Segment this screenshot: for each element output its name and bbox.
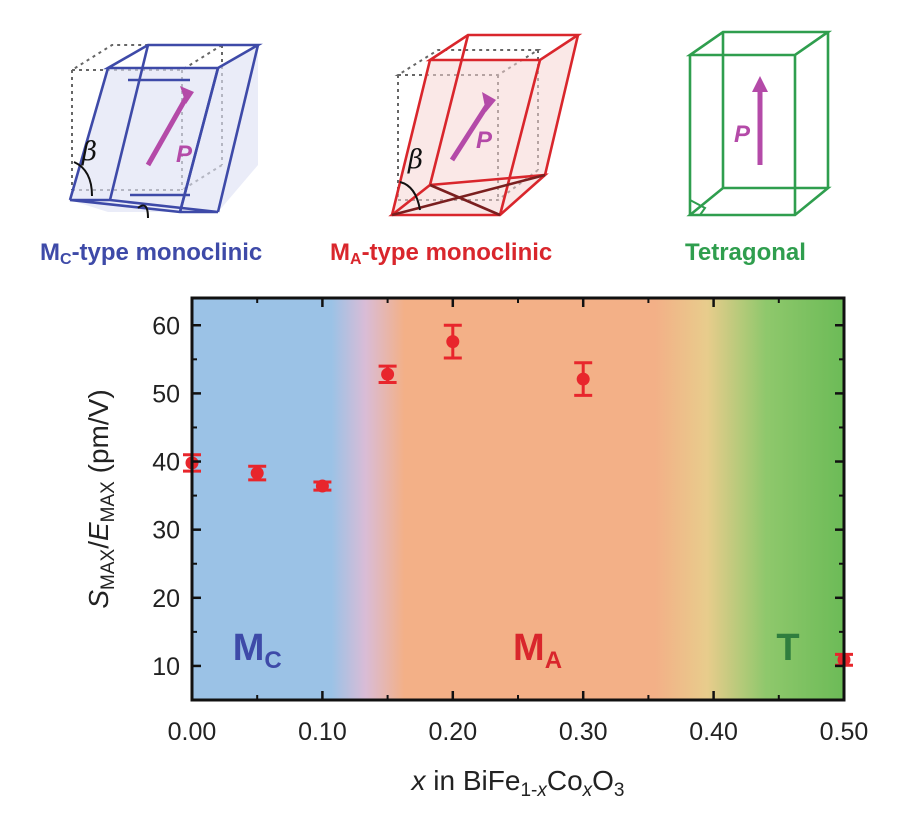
ma-polarization-arrow [449, 102, 491, 162]
x-tick-label: 0.00 [168, 718, 217, 746]
data-point [381, 367, 395, 381]
ma-unit-cell: P β MA-type monoclinic [330, 33, 583, 268]
t-cell-edges [685, 30, 833, 217]
ma-diagonal-2 [429, 183, 501, 217]
mc-face-fill [70, 45, 258, 212]
region-label-mc: MC [233, 627, 282, 674]
y-tick-label: 20 [152, 585, 180, 613]
region-label-main: M [233, 627, 265, 669]
x-tick-label: 0.50 [820, 718, 869, 746]
x-tick-label: 0.40 [689, 718, 738, 746]
mc-beta-arc-2 [137, 204, 149, 219]
ma-cell-label: MA-type monoclinic [330, 239, 552, 268]
t-unit-cell: P Tetragonal [685, 30, 833, 266]
mc-beta-label: β [81, 137, 97, 167]
mc-arrow-head [180, 86, 194, 104]
plot-background [192, 298, 844, 700]
t-arrow-head [752, 76, 768, 92]
region-label-sub: A [545, 647, 562, 674]
mc-cell-edges [68, 43, 263, 214]
ma-diagonal [391, 173, 546, 217]
t-cell-label: Tetragonal [685, 239, 806, 266]
t-polarization-label: P [734, 121, 751, 148]
ma-polarization-label: P [476, 127, 493, 154]
data-point [576, 372, 590, 386]
mc-beta-arc [73, 161, 93, 197]
t-corner-mark [689, 199, 707, 216]
mc-unit-cell: P β MC-type monoclinic [40, 43, 263, 268]
region-label-sub: C [264, 647, 281, 674]
mc-polarization-label: P [176, 141, 193, 168]
mc-cell-label: MC-type monoclinic [40, 239, 262, 268]
x-tick-label: 0.20 [428, 718, 477, 746]
ma-beta-label: β [407, 145, 423, 175]
x-tick-label: 0.30 [559, 718, 608, 746]
data-point [446, 335, 460, 349]
x-axis-title: x in BiFe1-xCoxO3 [410, 765, 625, 801]
x-axis: 0.00 0.10 0.20 0.30 0.40 0.50 [168, 298, 869, 746]
region-label-t: T [776, 627, 799, 669]
data-point [250, 466, 264, 480]
y-tick-label: 40 [152, 449, 180, 477]
ma-face-fill [392, 35, 578, 215]
region-label-main: T [776, 627, 799, 669]
ma-beta-arc [399, 181, 421, 211]
data-points [183, 323, 853, 667]
region-label-ma: MA [513, 627, 562, 674]
ma-arrow-head [482, 92, 496, 112]
y-axis: 10 20 30 40 50 60 [152, 312, 844, 681]
data-point [315, 479, 329, 493]
y-axis-title: SMAX/EMAX (pm/V) [83, 389, 119, 608]
y-tick-label: 50 [152, 380, 180, 408]
chart: MC MA T 0.00 0.10 0.20 0.30 0.40 0.50 102030405… [83, 296, 869, 801]
y-tick-label: 10 [152, 653, 180, 681]
x-tick-label: 0.10 [298, 718, 347, 746]
mc-polarization-arrow [145, 96, 189, 167]
y-tick-label: 60 [152, 312, 180, 340]
y-tick-label: 30 [152, 517, 180, 545]
region-label-main: M [513, 627, 545, 669]
region-labels: MC MA T [233, 627, 800, 674]
